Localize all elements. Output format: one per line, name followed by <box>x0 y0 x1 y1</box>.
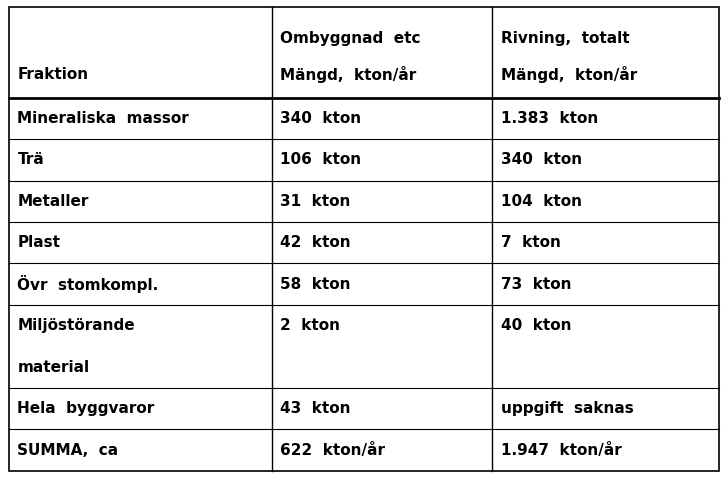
Text: 31  kton: 31 kton <box>280 194 351 209</box>
Text: 58  kton: 58 kton <box>280 277 351 292</box>
Text: Mängd,  kton/år: Mängd, kton/år <box>280 66 416 84</box>
Text: 1.947  kton/år: 1.947 kton/år <box>501 443 622 457</box>
Text: 106  kton: 106 kton <box>280 152 362 167</box>
Text: 1.383  kton: 1.383 kton <box>501 111 598 126</box>
Text: 42  kton: 42 kton <box>280 235 351 250</box>
Text: 73  kton: 73 kton <box>501 277 571 292</box>
Text: 40  kton: 40 kton <box>501 318 571 333</box>
Text: Rivning,  totalt: Rivning, totalt <box>501 32 629 46</box>
Text: Fraktion: Fraktion <box>17 67 89 83</box>
Text: uppgift  saknas: uppgift saknas <box>501 401 633 416</box>
Text: Övr  stomkompl.: Övr stomkompl. <box>17 275 159 293</box>
Text: Trä: Trä <box>17 152 44 167</box>
Text: 340  kton: 340 kton <box>280 111 362 126</box>
Text: Ombyggnad  etc: Ombyggnad etc <box>280 32 421 46</box>
Text: Miljöstörande: Miljöstörande <box>17 318 135 333</box>
Text: 43  kton: 43 kton <box>280 401 351 416</box>
Text: material: material <box>17 359 90 375</box>
Text: Hela  byggvaror: Hela byggvaror <box>17 401 155 416</box>
Text: 340  kton: 340 kton <box>501 152 582 167</box>
Text: 7  kton: 7 kton <box>501 235 561 250</box>
Text: Metaller: Metaller <box>17 194 89 209</box>
Text: SUMMA,  ca: SUMMA, ca <box>17 443 119 457</box>
Text: 104  kton: 104 kton <box>501 194 582 209</box>
Text: Mängd,  kton/år: Mängd, kton/år <box>501 66 637 84</box>
Text: 2  kton: 2 kton <box>280 318 341 333</box>
Text: 622  kton/år: 622 kton/år <box>280 443 385 457</box>
Text: Mineraliska  massor: Mineraliska massor <box>17 111 189 126</box>
Text: Plast: Plast <box>17 235 60 250</box>
